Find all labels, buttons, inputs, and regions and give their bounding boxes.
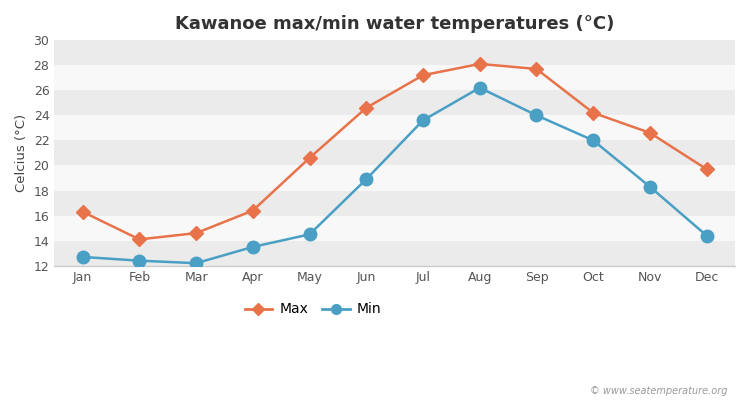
Legend: Max, Min: Max, Min <box>239 297 387 322</box>
Min <box>589 138 598 143</box>
Bar <box>54 241 735 266</box>
Bar <box>54 166 735 190</box>
Bar <box>54 115 735 140</box>
Bar <box>54 190 735 216</box>
Line: Max: Max <box>78 59 712 244</box>
Min <box>646 184 655 189</box>
Bar <box>54 140 735 166</box>
Min <box>702 233 711 238</box>
Min <box>135 258 144 263</box>
Min <box>419 118 428 123</box>
Bar <box>54 216 735 241</box>
Max <box>532 66 541 71</box>
Max <box>419 73 428 78</box>
Bar <box>54 40 735 65</box>
Max <box>135 237 144 242</box>
Max <box>78 210 87 214</box>
Max <box>646 130 655 135</box>
Y-axis label: Celcius (°C): Celcius (°C) <box>15 114 28 192</box>
Min <box>191 261 200 266</box>
Min <box>305 232 314 237</box>
Bar <box>54 65 735 90</box>
Min <box>476 85 484 90</box>
Title: Kawanoe max/min water temperatures (°C): Kawanoe max/min water temperatures (°C) <box>175 15 614 33</box>
Min <box>78 254 87 259</box>
Text: © www.seatemperature.org: © www.seatemperature.org <box>590 386 728 396</box>
Bar <box>54 90 735 115</box>
Line: Min: Min <box>76 82 713 270</box>
Min <box>532 113 541 118</box>
Max <box>248 208 257 213</box>
Max <box>476 62 484 66</box>
Max <box>362 105 370 110</box>
Max <box>589 110 598 115</box>
Max <box>702 167 711 172</box>
Min <box>362 177 370 182</box>
Max <box>191 231 200 236</box>
Min <box>248 244 257 249</box>
Max <box>305 156 314 160</box>
